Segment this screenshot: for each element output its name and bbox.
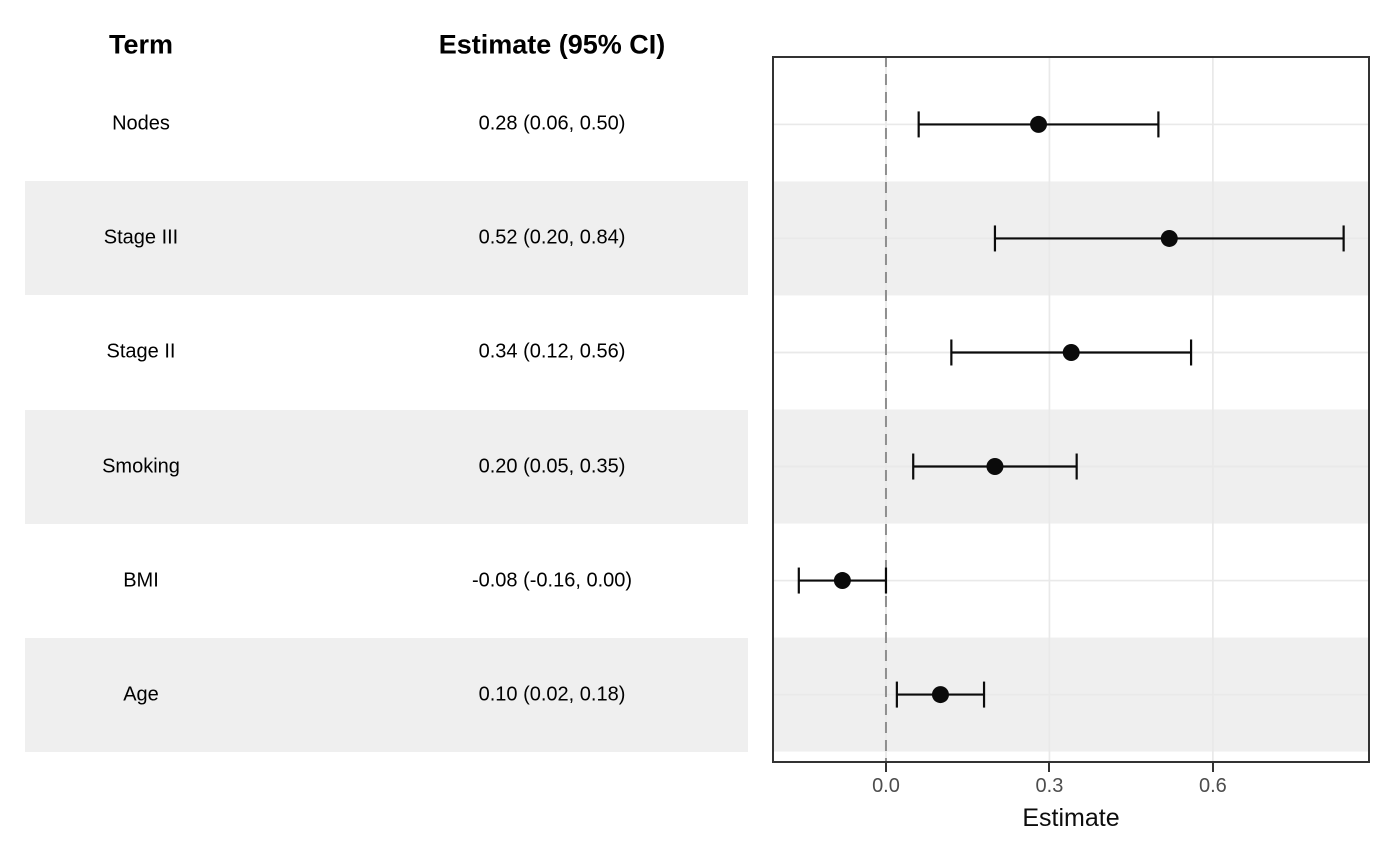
- term-label: Smoking: [102, 455, 180, 478]
- x-axis-tick-label: 0.0: [872, 775, 900, 797]
- estimate-ci-label: -0.08 (-0.16, 0.00): [471, 569, 633, 592]
- x-axis-title: Estimate: [1022, 804, 1120, 832]
- estimate-point: [833, 572, 851, 590]
- forest-plot-svg: [772, 56, 1370, 763]
- panel-border: [772, 56, 1370, 763]
- term-label: Age: [123, 683, 159, 706]
- estimate-point: [1030, 115, 1048, 133]
- term-label: BMI: [123, 569, 159, 592]
- x-axis-tick-label: 0.3: [1035, 775, 1064, 797]
- estimate-point: [986, 458, 1004, 476]
- estimate-ci-label: 0.28 (0.06, 0.50): [478, 112, 626, 135]
- estimate-point: [1160, 229, 1178, 247]
- estimate-point: [1062, 343, 1080, 361]
- estimate-point: [931, 686, 949, 704]
- row-stripe: [25, 637, 748, 752]
- term-label: Stage II: [106, 340, 176, 363]
- row-stripe: [25, 409, 748, 524]
- plot-panel: [772, 56, 1370, 763]
- x-axis-tick-mark: [1211, 763, 1214, 772]
- column-header-term: Term: [108, 29, 174, 60]
- estimate-ci-label: 0.52 (0.20, 0.84): [478, 226, 626, 249]
- x-axis-tick-mark: [1048, 763, 1051, 772]
- column-header-estimate: Estimate (95% CI): [438, 29, 666, 60]
- term-label: Stage III: [103, 226, 179, 249]
- estimate-ci-label: 0.20 (0.05, 0.35): [478, 455, 626, 478]
- row-stripe: [25, 181, 748, 296]
- x-axis-tick-mark: [884, 763, 887, 772]
- estimate-ci-label: 0.34 (0.12, 0.56): [478, 340, 626, 363]
- x-axis-tick-label: 0.6: [1198, 775, 1227, 797]
- term-label: Nodes: [112, 112, 170, 135]
- estimate-ci-label: 0.10 (0.02, 0.18): [478, 683, 626, 706]
